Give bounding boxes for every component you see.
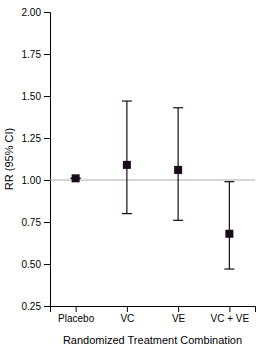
error-bar-cap-upper xyxy=(173,107,183,108)
x-tick-mark xyxy=(76,306,77,312)
y-tick-label: 1.25 xyxy=(22,133,42,144)
y-tick-mark xyxy=(44,264,50,265)
y-tick-mark xyxy=(44,54,50,55)
y-axis-title: RR (95% CI) xyxy=(3,128,15,190)
x-axis-title: Randomized Treatment Combination xyxy=(63,334,242,346)
error-bar-cap-lower xyxy=(224,268,234,269)
y-tick: 1.25 xyxy=(22,133,50,144)
x-tick-mark xyxy=(178,306,179,312)
marks xyxy=(50,101,255,269)
point xyxy=(123,161,131,169)
y-tick-mark xyxy=(44,138,50,139)
y-tick-mark xyxy=(44,306,50,307)
error-bar xyxy=(173,108,183,221)
error-bar-cap-upper xyxy=(224,181,234,182)
y-tick-label: 0.75 xyxy=(22,217,42,228)
y-axis: 0.25 0.50 0.75 1.00 1.25 1.50 1.75 2.00 xyxy=(22,7,51,312)
x-tick-label: VE xyxy=(172,313,186,324)
x-tick-label: VC xyxy=(120,313,134,324)
x-tick-label: Placebo xyxy=(58,313,95,324)
x-axis-line xyxy=(51,307,256,313)
point xyxy=(72,174,80,182)
y-tick-label: 0.50 xyxy=(22,259,42,270)
y-tick: 0.75 xyxy=(22,217,50,228)
error-bar-line xyxy=(229,182,230,269)
error-bar-line xyxy=(126,101,127,214)
y-tick: 0.50 xyxy=(22,259,50,270)
y-tick: 1.50 xyxy=(22,91,50,102)
x-tick: VE xyxy=(172,306,186,324)
y-tick-label: 2.00 xyxy=(22,7,42,18)
y-tick: 2.00 xyxy=(22,7,50,18)
chart: 0.25 0.50 0.75 1.00 1.25 1.50 1.75 2.00 Placebo V… xyxy=(0,0,269,356)
x-tick-mark xyxy=(127,306,128,312)
error-bar xyxy=(122,101,132,214)
y-tick-label: 1.50 xyxy=(22,91,42,102)
x-tick: VC + VE xyxy=(211,306,250,324)
y-tick: 1.00 xyxy=(22,175,50,186)
error-bar-cap-lower xyxy=(173,220,183,221)
y-tick-label: 1.75 xyxy=(22,49,42,60)
y-tick: 1.75 xyxy=(22,49,50,60)
x-tick-label: VC + VE xyxy=(211,313,250,324)
x-axis: Placebo VC VE VC + VE xyxy=(51,306,256,324)
x-tick: VC xyxy=(120,306,134,324)
y-axis-line xyxy=(44,13,51,307)
y-tick-mark xyxy=(44,12,50,13)
reference-line xyxy=(50,180,255,181)
error-bar xyxy=(224,182,234,269)
point xyxy=(174,166,182,174)
x-tick: Placebo xyxy=(58,306,95,324)
y-tick: 0.25 xyxy=(22,301,50,312)
point xyxy=(225,230,233,238)
y-tick-mark xyxy=(44,222,50,223)
y-tick-mark xyxy=(44,180,50,181)
x-tick-mark xyxy=(229,306,230,312)
y-tick-mark xyxy=(44,96,50,97)
error-bar-line xyxy=(178,108,179,221)
error-bar-cap-lower xyxy=(122,213,132,214)
y-tick-label: 1.00 xyxy=(22,175,42,186)
error-bar-cap-upper xyxy=(122,100,132,101)
y-tick-label: 0.25 xyxy=(22,301,42,312)
plot: 0.25 0.50 0.75 1.00 1.25 1.50 1.75 2.00 Placebo V… xyxy=(22,7,256,324)
